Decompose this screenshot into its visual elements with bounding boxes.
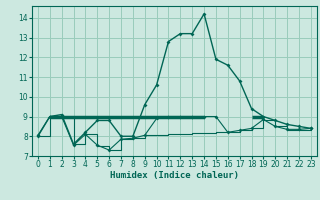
X-axis label: Humidex (Indice chaleur): Humidex (Indice chaleur): [110, 171, 239, 180]
